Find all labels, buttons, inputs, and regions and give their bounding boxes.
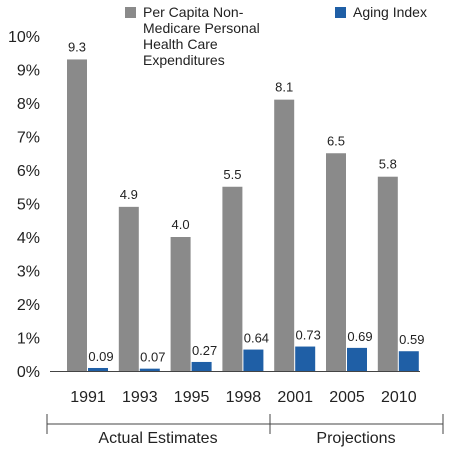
x-tick-label: 2010	[381, 389, 417, 406]
y-tick-label: 0%	[17, 364, 40, 381]
x-tick-label: 1993	[122, 389, 158, 406]
data-label-expenditures: 4.0	[172, 217, 190, 232]
y-tick-label: 3%	[17, 264, 40, 281]
x-tick-label: 2005	[329, 389, 365, 406]
legend-label-expenditures: Expenditures	[143, 52, 225, 68]
legend-label-expenditures: Health Care	[143, 36, 218, 52]
x-tick-label: 1998	[226, 389, 262, 406]
data-label-aging-index: 0.27	[192, 343, 217, 358]
data-label-aging-index: 0.73	[296, 328, 321, 343]
y-tick-label: 4%	[17, 230, 40, 247]
y-axis: 0% 1% 2% 3% 4% 5% 6% 7% 8% 9% 10%	[8, 29, 40, 381]
bar-aging-index	[398, 351, 419, 371]
bar-expenditures	[326, 153, 346, 371]
data-label-expenditures: 9.3	[68, 39, 86, 54]
data-label-expenditures: 5.8	[379, 157, 397, 172]
data-label-expenditures: 6.5	[327, 133, 345, 148]
legend-label-expenditures: Per Capita Non-	[143, 4, 244, 20]
y-tick-label: 10%	[8, 29, 40, 46]
group-label-projections: Projections	[316, 430, 395, 447]
y-tick-label: 9%	[17, 63, 40, 80]
bar-expenditures	[118, 206, 139, 371]
bar-aging-index	[243, 349, 264, 371]
category-groups: Actual Estimates Projections	[46, 414, 444, 447]
legend-label-expenditures: Medicare Personal	[143, 20, 260, 36]
bars: 9.3 0.09 4.9 0.07 4.0 0.27 5.5 0.64 8.1 0.73 6.5 0.…	[67, 39, 424, 372]
bar-aging-index	[191, 361, 212, 371]
data-label-aging-index: 0.64	[244, 331, 269, 346]
y-tick-label: 8%	[17, 96, 40, 113]
y-tick-label: 5%	[17, 197, 40, 214]
data-label-aging-index: 0.59	[399, 332, 424, 347]
data-label-expenditures: 4.9	[120, 187, 138, 202]
bar-expenditures	[377, 176, 398, 371]
x-tick-label: 1995	[174, 389, 210, 406]
y-tick-label: 6%	[17, 163, 40, 180]
x-axis: 1991 1993 1995 1998 2001 2005 2010	[50, 371, 420, 406]
data-label-expenditures: 5.5	[223, 167, 241, 182]
bar-expenditures	[67, 59, 87, 371]
bar-aging-index	[88, 367, 108, 371]
y-tick-label: 2%	[17, 297, 40, 314]
bar-expenditures	[170, 237, 191, 371]
group-label-actual-estimates: Actual Estimates	[98, 430, 217, 447]
y-tick-label: 1%	[17, 331, 40, 348]
x-tick-label: 2001	[277, 389, 313, 406]
bar-aging-index	[295, 346, 316, 371]
bar-aging-index	[139, 368, 160, 371]
legend-swatch-aging-index	[335, 7, 346, 18]
x-tick-label: 1991	[70, 389, 106, 406]
data-label-aging-index: 0.09	[88, 349, 113, 364]
bar-aging-index	[347, 347, 367, 371]
data-label-aging-index: 0.69	[347, 329, 372, 344]
legend-label-aging-index: Aging Index	[353, 4, 427, 20]
data-label-aging-index: 0.07	[140, 350, 165, 365]
legend-swatch-expenditures	[125, 7, 136, 18]
bar-expenditures	[274, 99, 295, 372]
bar-expenditures	[222, 186, 243, 371]
data-label-expenditures: 8.1	[275, 80, 293, 95]
y-tick-label: 7%	[17, 130, 40, 147]
